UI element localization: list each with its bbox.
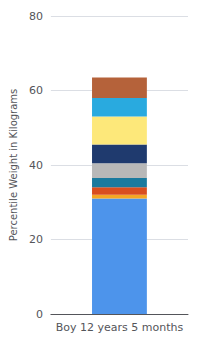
svg-text:60: 60 <box>29 84 43 97</box>
svg-text:40: 40 <box>29 159 43 172</box>
svg-text:0: 0 <box>36 308 43 321</box>
svg-text:80: 80 <box>29 10 43 23</box>
svg-text:Boy 12 years 5 months: Boy 12 years 5 months <box>56 321 184 334</box>
svg-text:20: 20 <box>29 233 43 246</box>
svg-text:Percentile Weight in Kilograms: Percentile Weight in Kilograms <box>8 89 19 242</box>
